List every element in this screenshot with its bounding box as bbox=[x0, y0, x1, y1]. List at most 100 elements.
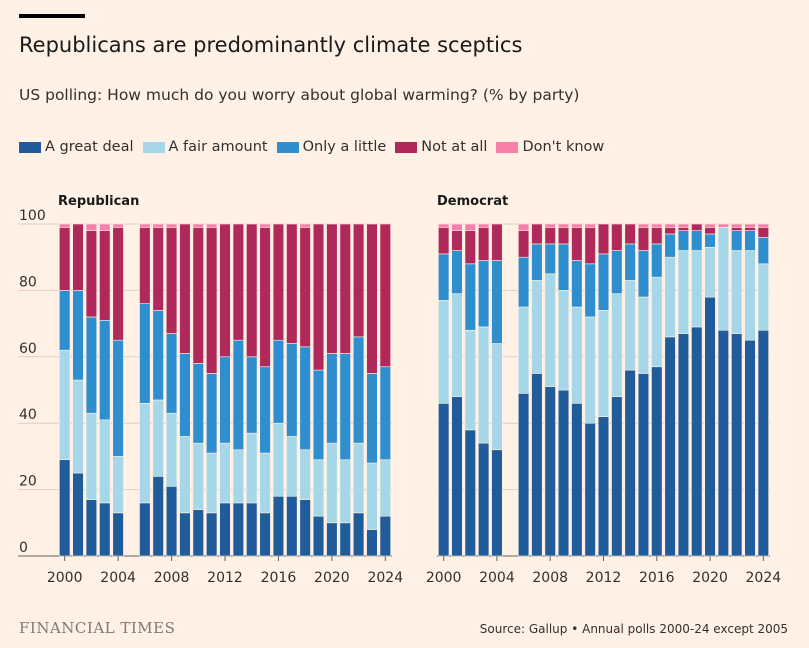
legend-label: A great deal bbox=[45, 139, 134, 155]
legend-item-only-a-little: Only a little bbox=[276, 139, 386, 155]
bar-segment-a-great-deal bbox=[704, 296, 716, 557]
bar-segment-don-t-know bbox=[192, 223, 204, 228]
source-note: Source: Gallup • Annual polls 2000-24 ex… bbox=[479, 622, 788, 636]
bar-segment-only-a-little bbox=[491, 260, 503, 344]
bar-segment-a-fair-amount bbox=[152, 399, 164, 477]
bar-segment-only-a-little bbox=[192, 363, 204, 444]
bar-segment-a-fair-amount bbox=[299, 449, 311, 500]
bar-segment-a-fair-amount bbox=[731, 250, 743, 334]
bar-segment-a-fair-amount bbox=[584, 316, 596, 424]
bar-segment-not-at-all bbox=[651, 227, 663, 245]
bar-segment-don-t-know bbox=[717, 223, 730, 228]
bar-segment-a-fair-amount bbox=[205, 452, 218, 514]
bar-segment-don-t-know bbox=[557, 223, 570, 228]
x-tick-label: 2024 bbox=[367, 570, 403, 586]
bar-segment-a-great-deal bbox=[464, 429, 476, 557]
bar-segment-only-a-little bbox=[691, 230, 703, 251]
bar-segment-not-at-all bbox=[744, 227, 756, 231]
bar-segment-don-t-know bbox=[438, 223, 450, 228]
legend-item-not-at-all: Not at all bbox=[395, 139, 487, 155]
bar-segment-a-fair-amount bbox=[691, 250, 703, 328]
bar-segment-not-at-all bbox=[299, 227, 311, 348]
x-tick-label: 2012 bbox=[207, 570, 243, 586]
bar-segment-a-great-deal bbox=[352, 512, 365, 557]
bar-segment-not-at-all bbox=[165, 227, 178, 334]
bar-segment-a-great-deal bbox=[597, 416, 610, 557]
bar-segment-don-t-know bbox=[165, 223, 178, 228]
bar-segment-a-great-deal bbox=[531, 373, 543, 557]
bar-segment-only-a-little bbox=[165, 333, 178, 414]
bar-segment-only-a-little bbox=[246, 356, 258, 434]
bar-segment-don-t-know bbox=[59, 223, 71, 228]
bar-segment-not-at-all bbox=[757, 227, 769, 238]
bar-segment-not-at-all bbox=[112, 227, 124, 341]
x-tick-label: 2016 bbox=[639, 570, 675, 586]
bar-segment-a-fair-amount bbox=[139, 402, 151, 504]
bar-segment-a-fair-amount bbox=[611, 293, 623, 397]
bar-segment-a-great-deal bbox=[664, 336, 676, 557]
panel-title: Republican bbox=[58, 194, 139, 209]
bar-segment-only-a-little bbox=[611, 250, 623, 295]
bar-segment-a-great-deal bbox=[99, 502, 111, 557]
bar-segment-a-great-deal bbox=[205, 512, 218, 557]
bar-segment-not-at-all bbox=[624, 223, 636, 245]
bar-segment-a-great-deal bbox=[637, 373, 650, 557]
bar-segment-only-a-little bbox=[72, 290, 84, 381]
bar-segment-only-a-little bbox=[366, 373, 378, 464]
bar-segment-a-great-deal bbox=[246, 502, 258, 557]
legend-swatch bbox=[19, 141, 41, 153]
bar-segment-only-a-little bbox=[259, 366, 271, 454]
bar-segment-only-a-little bbox=[597, 253, 610, 311]
y-tick-label: 100 bbox=[19, 208, 46, 224]
bar-segment-a-great-deal bbox=[731, 333, 743, 557]
x-tick-label: 2024 bbox=[746, 570, 782, 586]
bar-segment-don-t-know bbox=[259, 223, 271, 228]
bar-segment-not-at-all bbox=[219, 223, 231, 358]
bar-segment-don-t-know bbox=[152, 223, 164, 228]
bar-segment-not-at-all bbox=[637, 227, 650, 251]
bar-segment-don-t-know bbox=[139, 223, 151, 228]
x-tick-label: 2016 bbox=[261, 570, 297, 586]
bar-segment-only-a-little bbox=[731, 230, 743, 251]
bar-segment-a-great-deal bbox=[152, 476, 164, 557]
bar-segment-don-t-know bbox=[731, 223, 743, 228]
bar-segment-not-at-all bbox=[99, 230, 111, 321]
bar-segment-a-great-deal bbox=[179, 512, 191, 557]
chart-title: Republicans are predominantly climate sc… bbox=[19, 33, 523, 57]
bar-segment-a-fair-amount bbox=[544, 273, 556, 387]
legend-item-great-deal: A great deal bbox=[19, 139, 134, 155]
legend-label: Don't know bbox=[522, 139, 605, 155]
x-tick-label: 2008 bbox=[154, 570, 190, 586]
bar-segment-a-great-deal bbox=[544, 386, 556, 557]
bar-segment-a-fair-amount bbox=[112, 456, 124, 514]
bar-segment-a-great-deal bbox=[139, 502, 151, 557]
bar-segment-a-fair-amount bbox=[326, 442, 338, 524]
bar-segment-not-at-all bbox=[571, 227, 583, 261]
bar-segment-not-at-all bbox=[139, 227, 151, 304]
bar-segment-a-great-deal bbox=[312, 515, 325, 557]
bar-segment-don-t-know bbox=[571, 223, 583, 228]
bar-segment-only-a-little bbox=[438, 253, 450, 301]
bar-segment-don-t-know bbox=[637, 223, 650, 228]
bar-segment-a-fair-amount bbox=[272, 422, 285, 497]
bar-segment-not-at-all bbox=[152, 227, 164, 311]
bar-segment-a-great-deal bbox=[571, 402, 583, 557]
bar-segment-only-a-little bbox=[286, 343, 298, 437]
bar-segment-a-fair-amount bbox=[246, 432, 258, 504]
bar-segment-a-fair-amount bbox=[677, 250, 690, 334]
bar-segment-a-fair-amount bbox=[85, 412, 98, 500]
legend-swatch bbox=[395, 141, 418, 153]
bar-segment-only-a-little bbox=[557, 243, 570, 291]
bar-segment-not-at-all bbox=[59, 227, 71, 291]
bar-segment-only-a-little bbox=[677, 230, 690, 251]
bar-segment-a-fair-amount bbox=[286, 436, 298, 497]
bar-segment-a-great-deal bbox=[112, 512, 124, 557]
x-tick-label: 2012 bbox=[586, 570, 622, 586]
bar-segment-a-fair-amount bbox=[179, 436, 191, 514]
bar-segment-not-at-all bbox=[72, 223, 84, 291]
bar-segment-a-great-deal bbox=[624, 369, 636, 557]
bar-segment-a-fair-amount bbox=[664, 256, 676, 338]
ft-top-bar bbox=[19, 14, 85, 18]
bar-segment-only-a-little bbox=[205, 373, 218, 454]
